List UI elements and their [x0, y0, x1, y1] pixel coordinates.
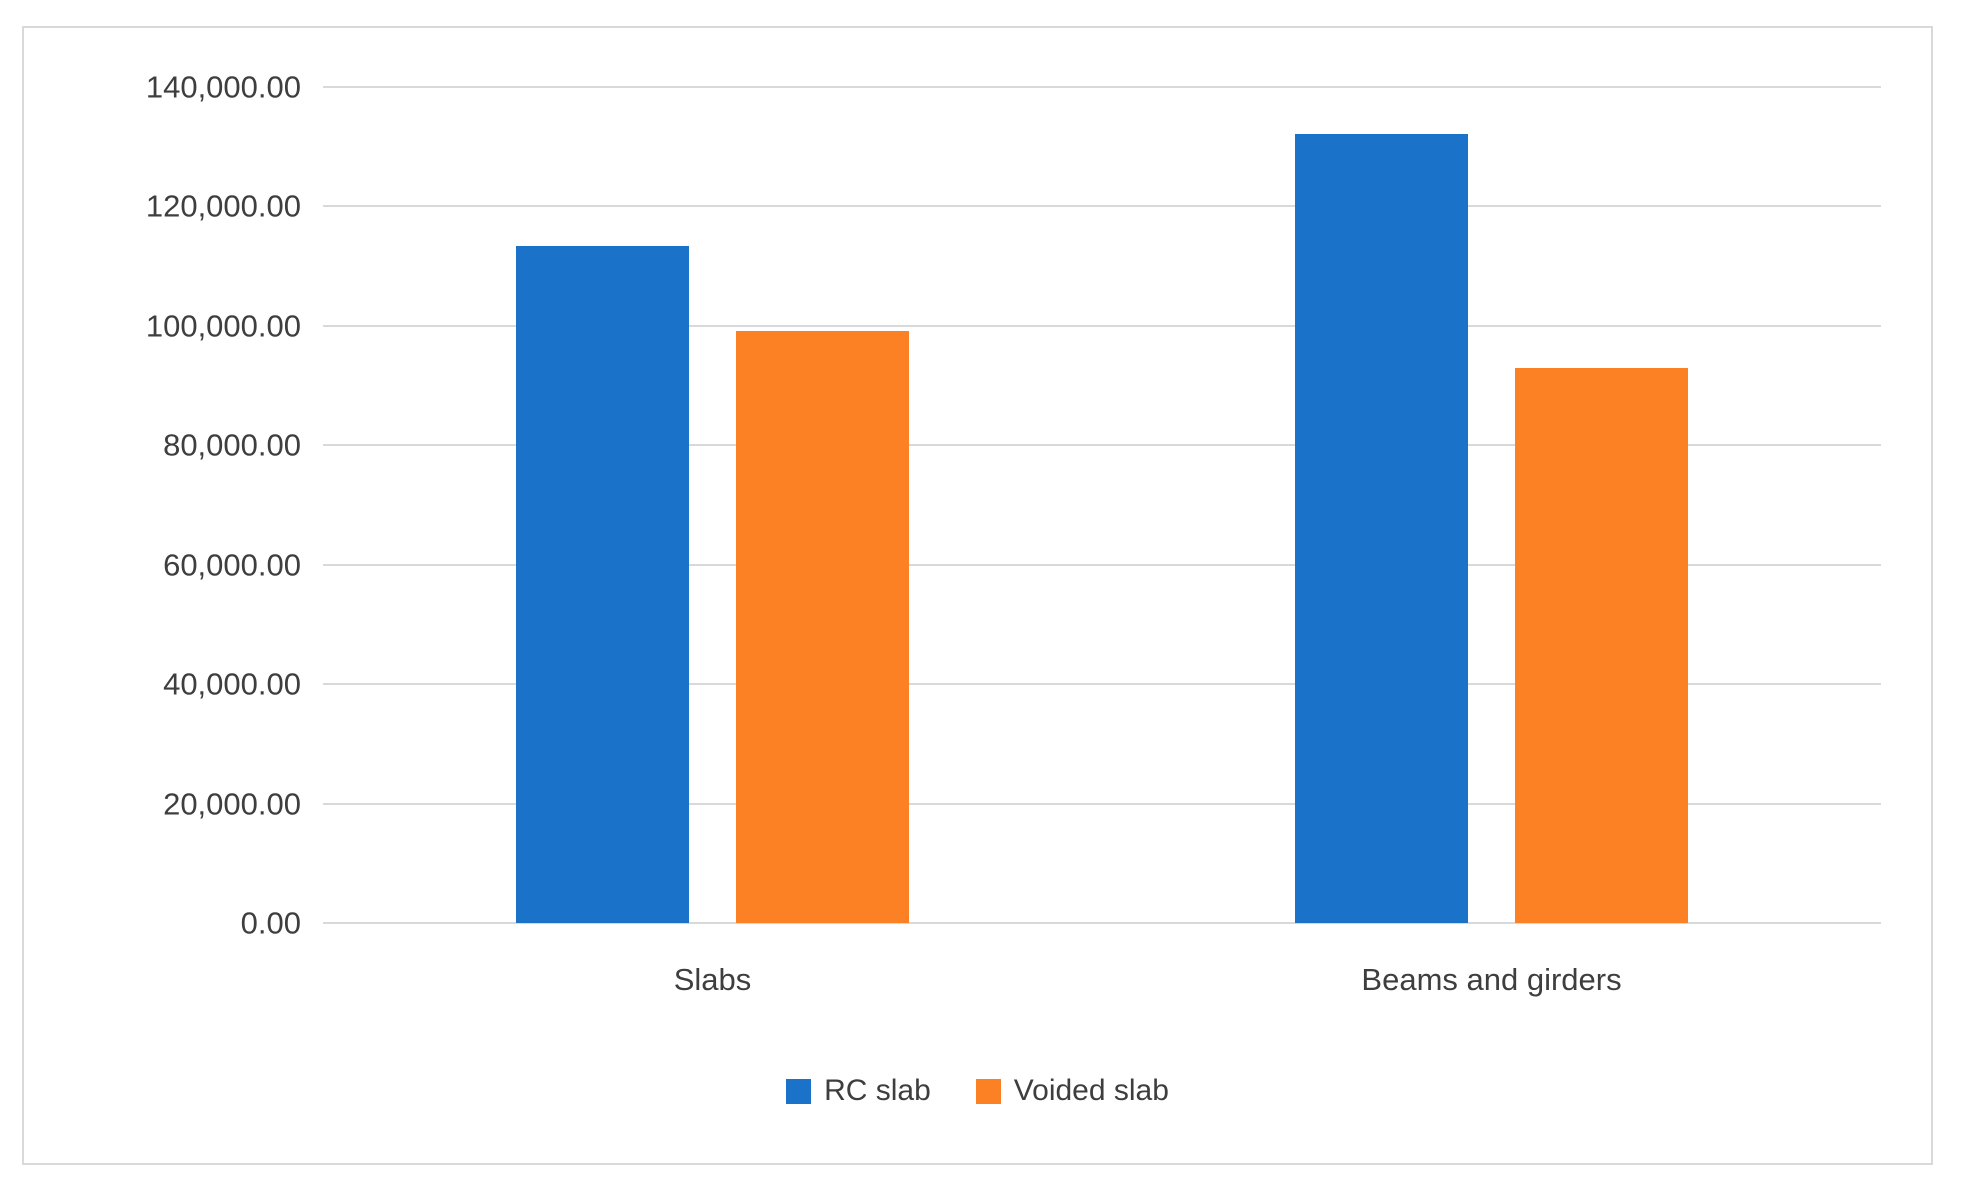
gridline-40000: [323, 683, 1881, 686]
bar-voided-slab-slabs: [736, 331, 909, 923]
legend-swatch-icon: [975, 1078, 1001, 1104]
gridline-100000: [323, 324, 1881, 327]
y-tick-label: 20,000.00: [163, 786, 301, 822]
legend-item-rc-slab: RC slab: [786, 1076, 931, 1106]
y-tick-label: 0.00: [240, 905, 301, 941]
plot-area: [323, 86, 1881, 924]
gridline-120000: [323, 205, 1881, 208]
bar-rc-slab-slabs: [516, 245, 689, 923]
y-tick-label: 120,000.00: [145, 188, 301, 224]
y-tick-label: 60,000.00: [163, 547, 301, 583]
legend-swatch-icon: [786, 1078, 812, 1104]
bar-rc-slab-beams-and-girders: [1295, 134, 1468, 923]
x-category-label: Beams and girders: [1361, 962, 1622, 997]
legend: RC slab Voided slab: [24, 1076, 1931, 1106]
gridline-0: [323, 922, 1881, 924]
gridline-20000: [323, 802, 1881, 805]
x-category-label: Slabs: [673, 962, 752, 997]
y-tick-label: 100,000.00: [145, 308, 301, 344]
gridline-60000: [323, 563, 1881, 566]
gridline-80000: [323, 444, 1881, 447]
legend-item-voided-slab: Voided slab: [975, 1074, 1169, 1107]
legend-label: RC slab: [824, 1074, 931, 1107]
bar-voided-slab-beams-and-girders: [1515, 368, 1688, 923]
legend-label: Voided slab: [1013, 1074, 1169, 1107]
chart-frame: 140,000.00 120,000.00 100,000.00 80,000.00 6…: [22, 26, 1933, 1165]
y-tick-label: 40,000.00: [163, 666, 301, 702]
y-tick-label: 80,000.00: [163, 427, 301, 463]
y-tick-label: 140,000.00: [145, 69, 301, 105]
gridline-140000: [323, 86, 1881, 88]
